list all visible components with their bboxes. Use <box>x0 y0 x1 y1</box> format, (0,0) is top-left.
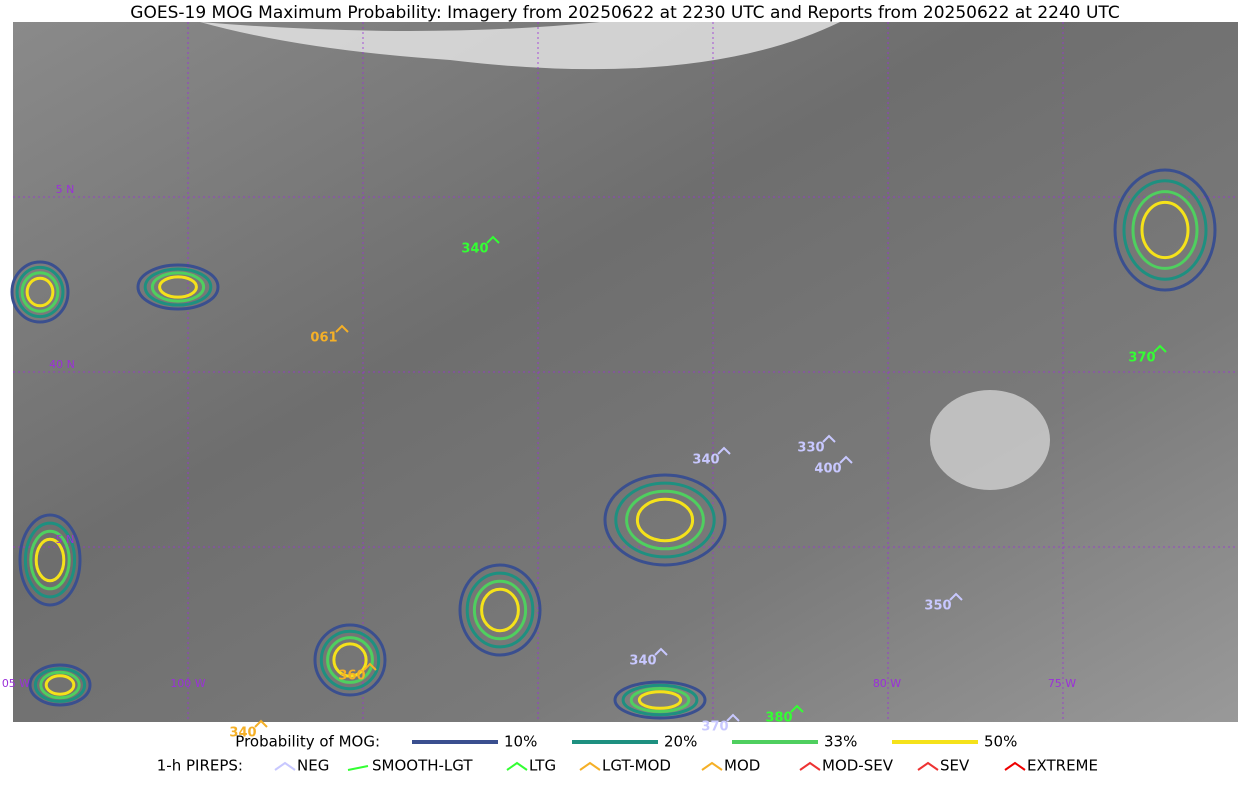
pirep-label: 340 <box>461 242 488 257</box>
contour <box>20 271 60 313</box>
legend-symbol <box>1004 761 1026 771</box>
pirep-symbol <box>654 647 668 656</box>
pirep-label: 350 <box>924 599 951 614</box>
contour <box>637 690 683 710</box>
legend-label: MOD <box>724 757 760 775</box>
cloud <box>930 390 1050 490</box>
lat-label: 5 N <box>56 533 75 546</box>
legend-label: 50% <box>984 733 1017 751</box>
pirep-label: 360 <box>338 669 365 684</box>
legend-label: EXTREME <box>1027 757 1098 775</box>
contour <box>1140 200 1190 260</box>
contour <box>629 686 691 714</box>
cloud <box>200 22 840 70</box>
contour <box>472 579 528 641</box>
pirep-symbol <box>949 592 963 601</box>
legend-symbol <box>347 765 369 771</box>
contour <box>614 481 716 559</box>
contour <box>1122 179 1208 281</box>
pirep-label: 340 <box>229 726 256 741</box>
legend-label: SEV <box>940 757 970 775</box>
legend-symbol <box>579 761 601 771</box>
contour <box>1131 190 1199 270</box>
legend-symbol <box>506 761 528 771</box>
pirep-symbol <box>363 662 377 671</box>
contour <box>613 680 707 720</box>
pirep-label: 370 <box>1128 351 1155 366</box>
contour <box>10 260 70 324</box>
legend-label: 20% <box>664 733 697 751</box>
lon-label: 75 W <box>1048 677 1076 690</box>
legend-label: MOD-SEV <box>822 757 894 775</box>
pirep-label: 340 <box>692 453 719 468</box>
contour <box>458 563 542 657</box>
pirep-label: 340 <box>629 654 656 669</box>
contour <box>1113 168 1217 292</box>
pirep-symbol <box>839 455 853 464</box>
contour <box>150 271 206 303</box>
pirep-symbol <box>1153 344 1167 353</box>
pirep-symbol <box>717 446 731 455</box>
contour <box>480 587 520 633</box>
contour <box>18 513 82 607</box>
contour <box>28 663 92 707</box>
lat-label: 40 N <box>49 358 75 371</box>
contour <box>23 521 77 599</box>
contour <box>39 670 81 700</box>
contour <box>136 263 220 311</box>
contour <box>25 276 55 308</box>
pirep-symbol <box>335 324 349 333</box>
legend-label: LGT-MOD <box>602 757 671 775</box>
pirep-symbol <box>726 713 740 722</box>
contour <box>635 497 695 543</box>
contours <box>10 168 1217 720</box>
contour <box>29 529 71 591</box>
title: GOES-19 MOG Maximum Probability: Imagery… <box>130 3 1119 23</box>
contour <box>625 489 705 551</box>
legend-label: 10% <box>504 733 537 751</box>
pirep-label: 330 <box>797 441 824 456</box>
contour <box>143 267 213 307</box>
contour <box>603 473 727 567</box>
legend-label: NEG <box>297 757 329 775</box>
lon-label: 100 W <box>170 677 205 690</box>
legend-title: 1-h PIREPS: <box>157 757 243 775</box>
contour <box>319 629 381 691</box>
legend-symbol <box>799 761 821 771</box>
legend-symbol <box>917 761 939 771</box>
pirep-label: 380 <box>765 711 792 726</box>
legend-title: Probability of MOG: <box>235 733 380 751</box>
contour <box>313 623 387 697</box>
pirep-label: 061 <box>310 331 337 346</box>
contour <box>44 674 76 696</box>
pirep-symbol <box>822 434 836 443</box>
contour <box>621 683 699 717</box>
contour <box>15 265 65 319</box>
contour <box>326 636 374 684</box>
pirep-label: 370 <box>701 720 728 735</box>
legend-label: SMOOTH-LGT <box>372 757 473 775</box>
contour <box>465 571 535 649</box>
legend-symbol <box>701 761 723 771</box>
contour <box>332 642 368 678</box>
legend-label: 33% <box>824 733 857 751</box>
graticule <box>13 22 1238 722</box>
lat-label: 5 N <box>56 183 75 196</box>
pirep-symbol <box>254 719 268 728</box>
legend-label: LTG <box>529 757 556 775</box>
legend-symbol <box>274 761 296 771</box>
pirep-symbol <box>486 235 500 244</box>
contour <box>158 275 198 299</box>
pirep-label: 400 <box>814 462 841 477</box>
contour <box>34 537 66 583</box>
pirep-symbol <box>790 704 804 713</box>
lon-label: 05 W <box>2 677 30 690</box>
lon-label: 80 W <box>873 677 901 690</box>
contour <box>33 667 87 703</box>
